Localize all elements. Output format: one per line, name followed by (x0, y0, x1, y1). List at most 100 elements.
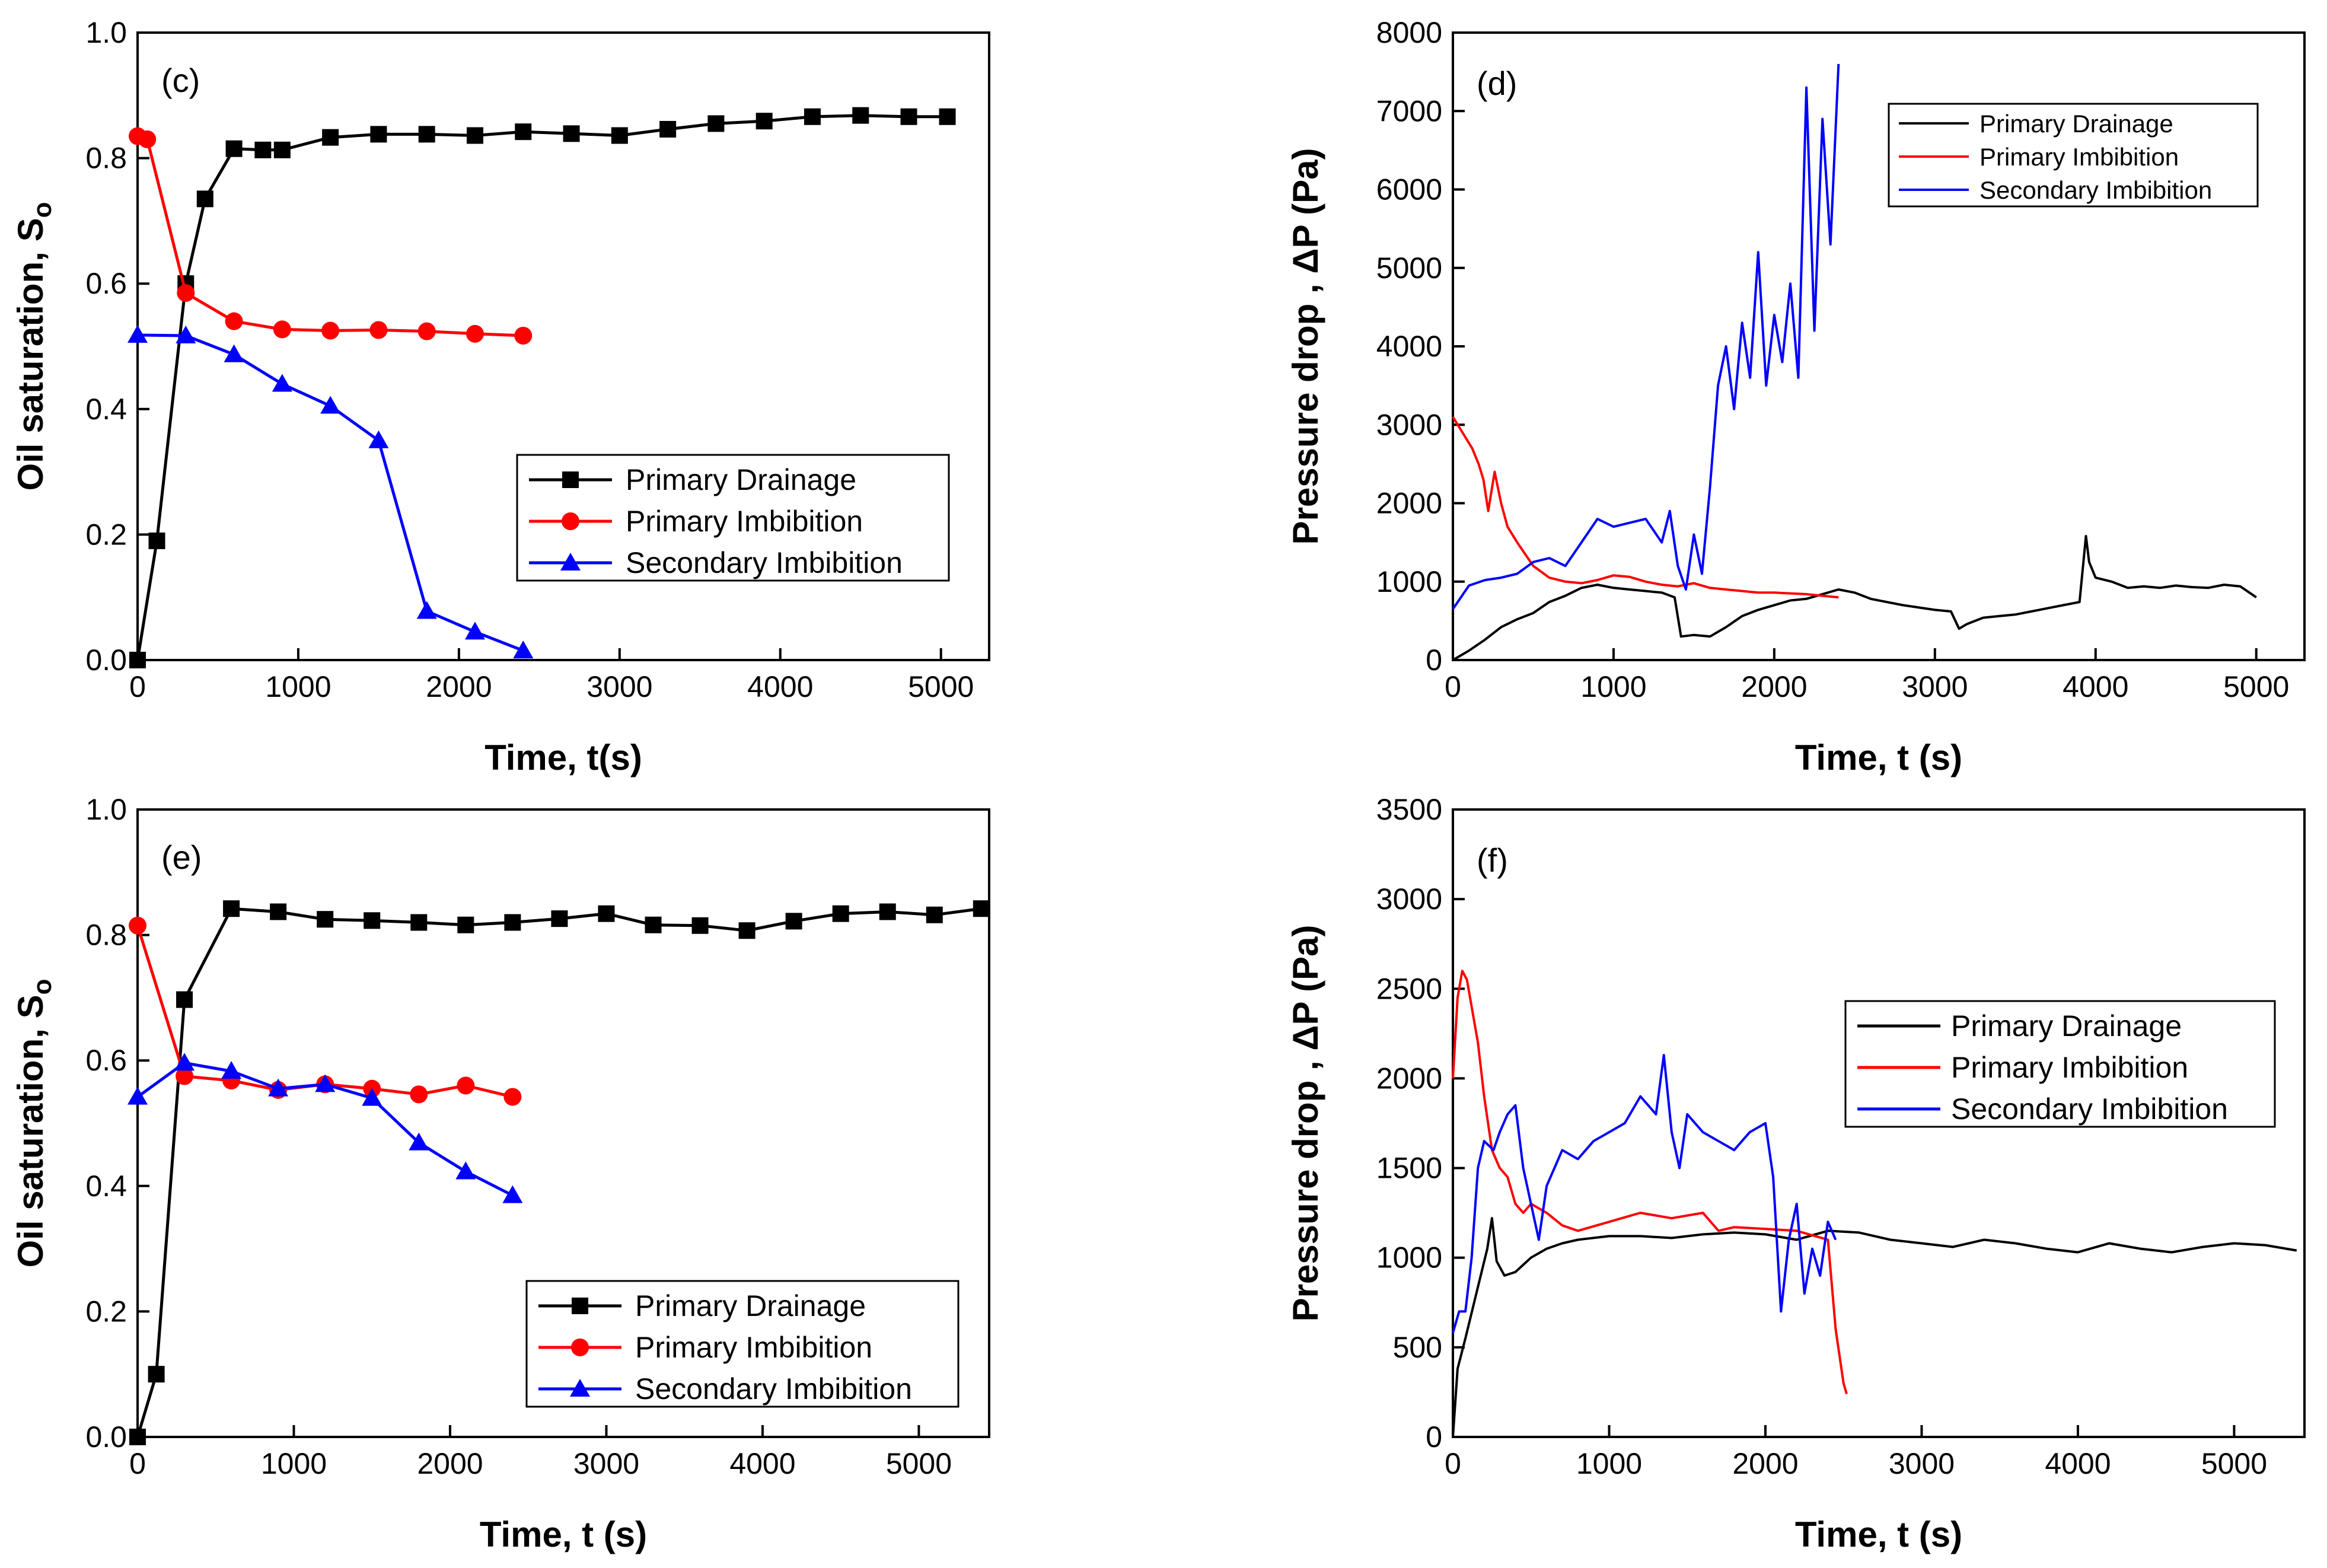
data-point (645, 916, 662, 933)
y-tick-label: 0.8 (85, 919, 127, 952)
x-tick-label: 4000 (747, 670, 813, 703)
y-axis-title: Pressure drop , ΔP (Pa) (1286, 148, 1325, 545)
legend-label: Primary Drainage (1951, 1009, 2182, 1043)
x-tick-label: 5000 (886, 1447, 952, 1480)
data-point (369, 321, 388, 339)
data-point (317, 911, 334, 928)
legend: Primary Drainage Primary Imbibition Seco… (1844, 1000, 2276, 1128)
y-tick-label: 0 (1426, 643, 1442, 677)
data-point (409, 1132, 429, 1150)
legend-marker (572, 1298, 588, 1314)
y-tick-label: 1000 (1376, 1241, 1442, 1274)
y-tick-label: 1.0 (85, 16, 127, 49)
data-point (464, 622, 485, 640)
legend-box (1844, 1000, 2276, 1128)
data-point (503, 1088, 522, 1106)
data-point (900, 108, 917, 125)
data-point (224, 344, 244, 362)
panel-label: (e) (161, 839, 202, 876)
data-point (177, 284, 195, 302)
y-tick-label: 1000 (1376, 565, 1442, 598)
y-tick-label: 6000 (1376, 173, 1442, 206)
legend-label: Secondary Imbibition (1951, 1092, 2228, 1126)
series-line (1452, 535, 2257, 661)
data-point (416, 601, 437, 619)
y-tick-label: 3000 (1376, 408, 1442, 441)
data-point (504, 914, 521, 931)
y-axis-title-subscript: o (28, 202, 57, 218)
data-point (455, 1161, 476, 1180)
data-point (148, 1366, 165, 1383)
data-point (939, 108, 956, 125)
legend-marker (570, 1379, 590, 1397)
x-tick-label: 2000 (1732, 1447, 1798, 1480)
data-point (364, 912, 381, 929)
data-point (417, 322, 436, 340)
data-point (315, 1074, 336, 1092)
chart-panel-f: 0 1000 2000 3000 4000 5000 0 500 1000 1500 2000 250… (1286, 793, 2306, 1554)
x-axis-title: Time, t (s) (1795, 738, 1962, 777)
y-tick-label: 0.6 (85, 1044, 127, 1077)
y-tick-label: 7000 (1376, 94, 1442, 128)
x-tick-label: 4000 (2045, 1447, 2111, 1480)
legend-box (516, 454, 950, 582)
y-tick-label: 2000 (1376, 487, 1442, 520)
y-tick-label: 1500 (1376, 1152, 1442, 1185)
data-point (513, 640, 534, 659)
x-tick-label: 5000 (908, 670, 974, 703)
data-point (176, 991, 193, 1008)
data-point (272, 374, 292, 392)
data-point (659, 120, 677, 138)
data-point (273, 320, 291, 339)
data-point (196, 190, 213, 208)
legend-label: Primary Imbibition (1979, 143, 2179, 171)
data-point (756, 113, 773, 130)
y-tick-label: 0.4 (85, 393, 127, 426)
series-line (136, 925, 513, 1099)
data-point (225, 312, 243, 330)
y-tick-label: 0.2 (85, 1295, 127, 1328)
x-axis-title: Time, t(s) (484, 738, 642, 777)
x-axis-title: Time, t (s) (480, 1515, 647, 1554)
x-tick-label: 2000 (417, 1447, 483, 1480)
data-point (174, 1053, 195, 1071)
y-tick-label: 0.0 (85, 1420, 127, 1454)
data-point (368, 430, 389, 448)
y-tick-label: 0.0 (85, 643, 127, 677)
data-point (322, 129, 339, 146)
y-tick-label: 500 (1393, 1331, 1442, 1364)
data-point (418, 126, 435, 143)
y-tick-label: 0 (1426, 1420, 1442, 1454)
data-point (321, 321, 340, 340)
legend-marker (571, 1338, 589, 1356)
data-point (804, 108, 821, 125)
data-point (466, 324, 484, 343)
series-group (1452, 970, 2297, 1438)
data-point (973, 900, 990, 917)
data-point (223, 900, 240, 917)
x-tick-label: 2000 (1741, 670, 1807, 703)
data-point (268, 1078, 289, 1097)
legend-marker (562, 512, 579, 530)
y-axis-title-subscript: o (28, 979, 57, 995)
data-point (611, 127, 628, 144)
x-tick-label: 0 (1445, 670, 1461, 703)
ticks: 0 1000 2000 3000 4000 5000 0.0 0.2 0.4 0.6 0.8 1.0 (85, 16, 974, 703)
x-tick-label: 5000 (2223, 670, 2289, 703)
data-point (148, 532, 165, 549)
legend-marker (562, 471, 579, 488)
x-tick-label: 0 (129, 670, 146, 703)
x-tick-label: 0 (1445, 1447, 1461, 1480)
series-line (1452, 1217, 2297, 1438)
legend-label: Primary Drainage (626, 463, 856, 496)
data-point (225, 140, 243, 157)
chart-panel-e: 0 1000 2000 3000 4000 50000.00.20.40.60.81.0 … (11, 793, 990, 1554)
data-point (176, 1067, 194, 1085)
data-point (273, 141, 291, 158)
y-axis-title-main: Oil saturation, S (11, 995, 50, 1267)
data-point (598, 905, 615, 922)
x-tick-label: 1000 (1580, 670, 1646, 703)
y-tick-label: 2000 (1376, 1062, 1442, 1095)
chart-panel-d: 0 1000 2000 3000 4000 5000 0 1000 2000 3000 4000 50… (1286, 16, 2306, 777)
legend-marker (560, 553, 581, 571)
